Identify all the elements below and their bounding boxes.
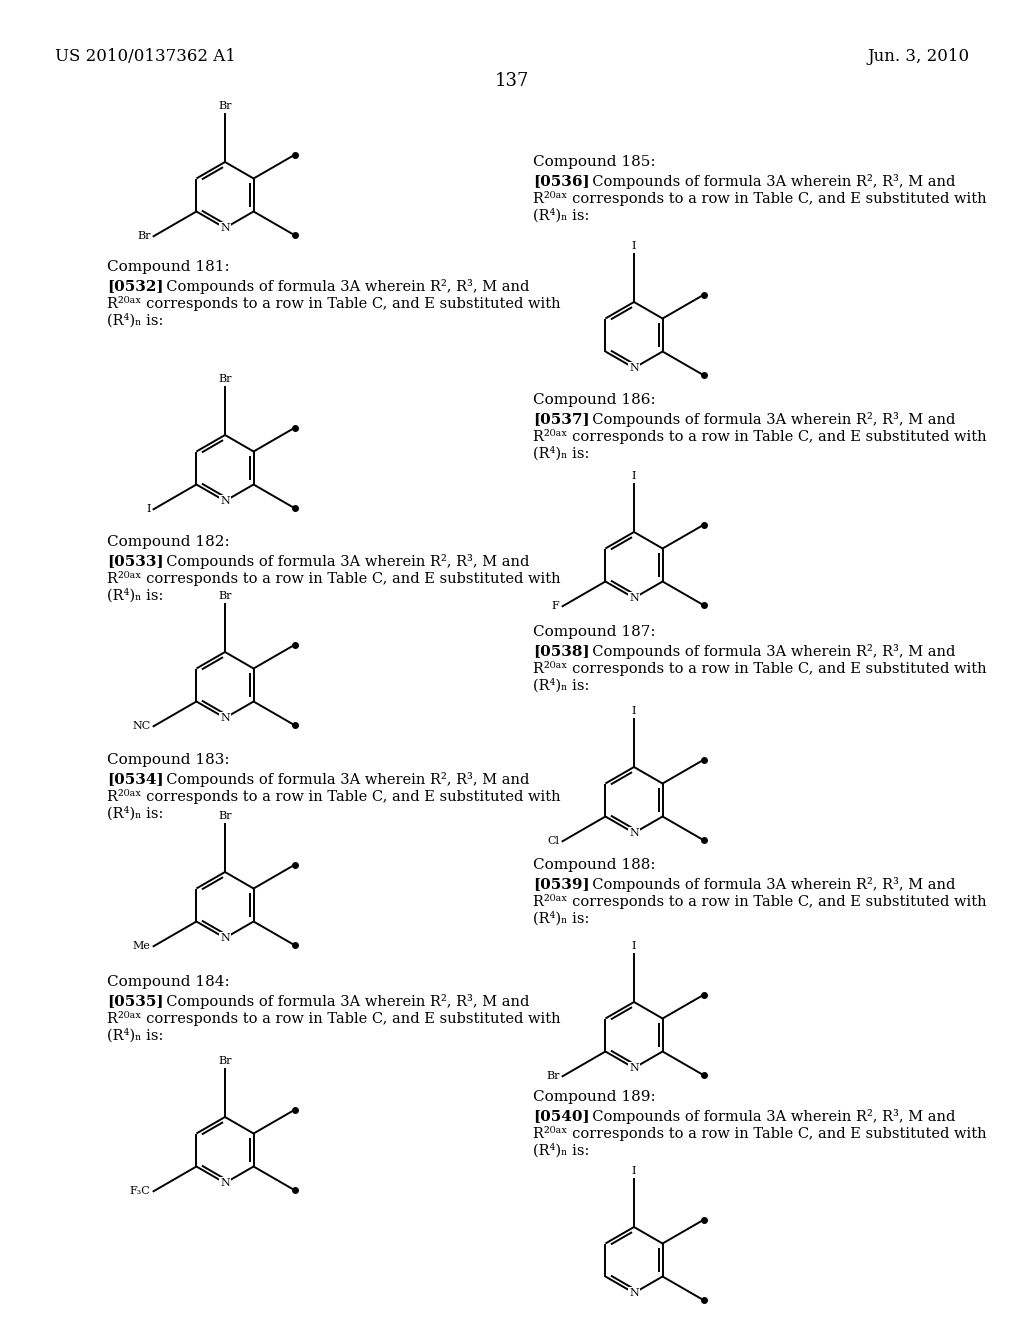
Text: Compounds of formula 3A wherein R², R³, M and: Compounds of formula 3A wherein R², R³, …	[157, 554, 529, 569]
Text: R²⁰ᵃˣ corresponds to a row in Table C, and E substituted with: R²⁰ᵃˣ corresponds to a row in Table C, a…	[106, 789, 560, 804]
Text: N: N	[220, 1177, 229, 1188]
Text: R²⁰ᵃˣ corresponds to a row in Table C, and E substituted with: R²⁰ᵃˣ corresponds to a row in Table C, a…	[534, 429, 987, 444]
Text: NC: NC	[132, 721, 151, 731]
Text: 137: 137	[495, 73, 529, 90]
Text: [0538]: [0538]	[534, 644, 590, 657]
Text: I: I	[632, 471, 636, 482]
Text: Br: Br	[218, 591, 231, 601]
Text: I: I	[146, 504, 151, 515]
Text: [0533]: [0533]	[106, 554, 164, 568]
Text: N: N	[629, 1063, 639, 1073]
Text: Compounds of formula 3A wherein R², R³, M and: Compounds of formula 3A wherein R², R³, …	[157, 772, 529, 787]
Text: (R⁴)ₙ is:: (R⁴)ₙ is:	[534, 1143, 590, 1158]
Text: N: N	[629, 593, 639, 603]
Text: N: N	[220, 496, 229, 506]
Text: N: N	[220, 713, 229, 723]
Text: (R⁴)ₙ is:: (R⁴)ₙ is:	[106, 587, 164, 602]
Text: Compound 189:: Compound 189:	[534, 1090, 655, 1104]
Text: Cl: Cl	[548, 837, 559, 846]
Text: Compound 187:: Compound 187:	[534, 624, 655, 639]
Text: Br: Br	[137, 231, 151, 242]
Text: R²⁰ᵃˣ corresponds to a row in Table C, and E substituted with: R²⁰ᵃˣ corresponds to a row in Table C, a…	[534, 661, 987, 676]
Text: Compounds of formula 3A wherein R², R³, M and: Compounds of formula 3A wherein R², R³, …	[157, 994, 529, 1008]
Text: R²⁰ᵃˣ corresponds to a row in Table C, and E substituted with: R²⁰ᵃˣ corresponds to a row in Table C, a…	[534, 894, 987, 909]
Text: F₃C: F₃C	[130, 1187, 151, 1196]
Text: Compound 181:: Compound 181:	[106, 260, 229, 275]
Text: I: I	[632, 941, 636, 952]
Text: (R⁴)ₙ is:: (R⁴)ₙ is:	[106, 807, 164, 820]
Text: [0535]: [0535]	[106, 994, 164, 1008]
Text: N: N	[629, 1288, 639, 1298]
Text: Br: Br	[218, 812, 231, 821]
Text: Br: Br	[546, 1072, 559, 1081]
Text: I: I	[632, 1166, 636, 1176]
Text: I: I	[632, 706, 636, 717]
Text: (R⁴)ₙ is:: (R⁴)ₙ is:	[106, 313, 164, 327]
Text: Me: Me	[133, 941, 151, 952]
Text: Br: Br	[218, 102, 231, 111]
Text: Compound 188:: Compound 188:	[534, 858, 655, 873]
Text: R²⁰ᵃˣ corresponds to a row in Table C, and E substituted with: R²⁰ᵃˣ corresponds to a row in Table C, a…	[106, 572, 560, 586]
Text: R²⁰ᵃˣ corresponds to a row in Table C, and E substituted with: R²⁰ᵃˣ corresponds to a row in Table C, a…	[534, 1126, 987, 1140]
Text: Br: Br	[218, 374, 231, 384]
Text: [0537]: [0537]	[534, 412, 590, 426]
Text: Compound 182:: Compound 182:	[106, 535, 229, 549]
Text: Compounds of formula 3A wherein R², R³, M and: Compounds of formula 3A wherein R², R³, …	[583, 1109, 955, 1125]
Text: N: N	[220, 223, 229, 234]
Text: (R⁴)ₙ is:: (R⁴)ₙ is:	[534, 678, 590, 693]
Text: [0540]: [0540]	[534, 1109, 590, 1123]
Text: Jun. 3, 2010: Jun. 3, 2010	[868, 48, 970, 65]
Text: N: N	[629, 828, 639, 838]
Text: F: F	[552, 601, 559, 611]
Text: (R⁴)ₙ is:: (R⁴)ₙ is:	[106, 1028, 164, 1043]
Text: US 2010/0137362 A1: US 2010/0137362 A1	[55, 48, 236, 65]
Text: R²⁰ᵃˣ corresponds to a row in Table C, and E substituted with: R²⁰ᵃˣ corresponds to a row in Table C, a…	[534, 191, 987, 206]
Text: [0539]: [0539]	[534, 876, 590, 891]
Text: N: N	[220, 933, 229, 942]
Text: R²⁰ᵃˣ corresponds to a row in Table C, and E substituted with: R²⁰ᵃˣ corresponds to a row in Table C, a…	[106, 1011, 560, 1026]
Text: [0536]: [0536]	[534, 174, 590, 187]
Text: [0532]: [0532]	[106, 279, 164, 293]
Text: Compounds of formula 3A wherein R², R³, M and: Compounds of formula 3A wherein R², R³, …	[583, 876, 955, 892]
Text: I: I	[632, 242, 636, 251]
Text: Compound 183:: Compound 183:	[106, 752, 229, 767]
Text: Compound 186:: Compound 186:	[534, 393, 655, 407]
Text: Compound 184:: Compound 184:	[106, 975, 229, 989]
Text: Compounds of formula 3A wherein R², R³, M and: Compounds of formula 3A wherein R², R³, …	[583, 174, 955, 189]
Text: [0534]: [0534]	[106, 772, 164, 785]
Text: Compounds of formula 3A wherein R², R³, M and: Compounds of formula 3A wherein R², R³, …	[583, 644, 955, 659]
Text: (R⁴)ₙ is:: (R⁴)ₙ is:	[534, 911, 590, 925]
Text: Compound 185:: Compound 185:	[534, 154, 655, 169]
Text: Compounds of formula 3A wherein R², R³, M and: Compounds of formula 3A wherein R², R³, …	[157, 279, 529, 294]
Text: N: N	[629, 363, 639, 374]
Text: (R⁴)ₙ is:: (R⁴)ₙ is:	[534, 446, 590, 461]
Text: Compounds of formula 3A wherein R², R³, M and: Compounds of formula 3A wherein R², R³, …	[583, 412, 955, 426]
Text: Br: Br	[218, 1056, 231, 1067]
Text: (R⁴)ₙ is:: (R⁴)ₙ is:	[534, 209, 590, 222]
Text: R²⁰ᵃˣ corresponds to a row in Table C, and E substituted with: R²⁰ᵃˣ corresponds to a row in Table C, a…	[106, 296, 560, 312]
